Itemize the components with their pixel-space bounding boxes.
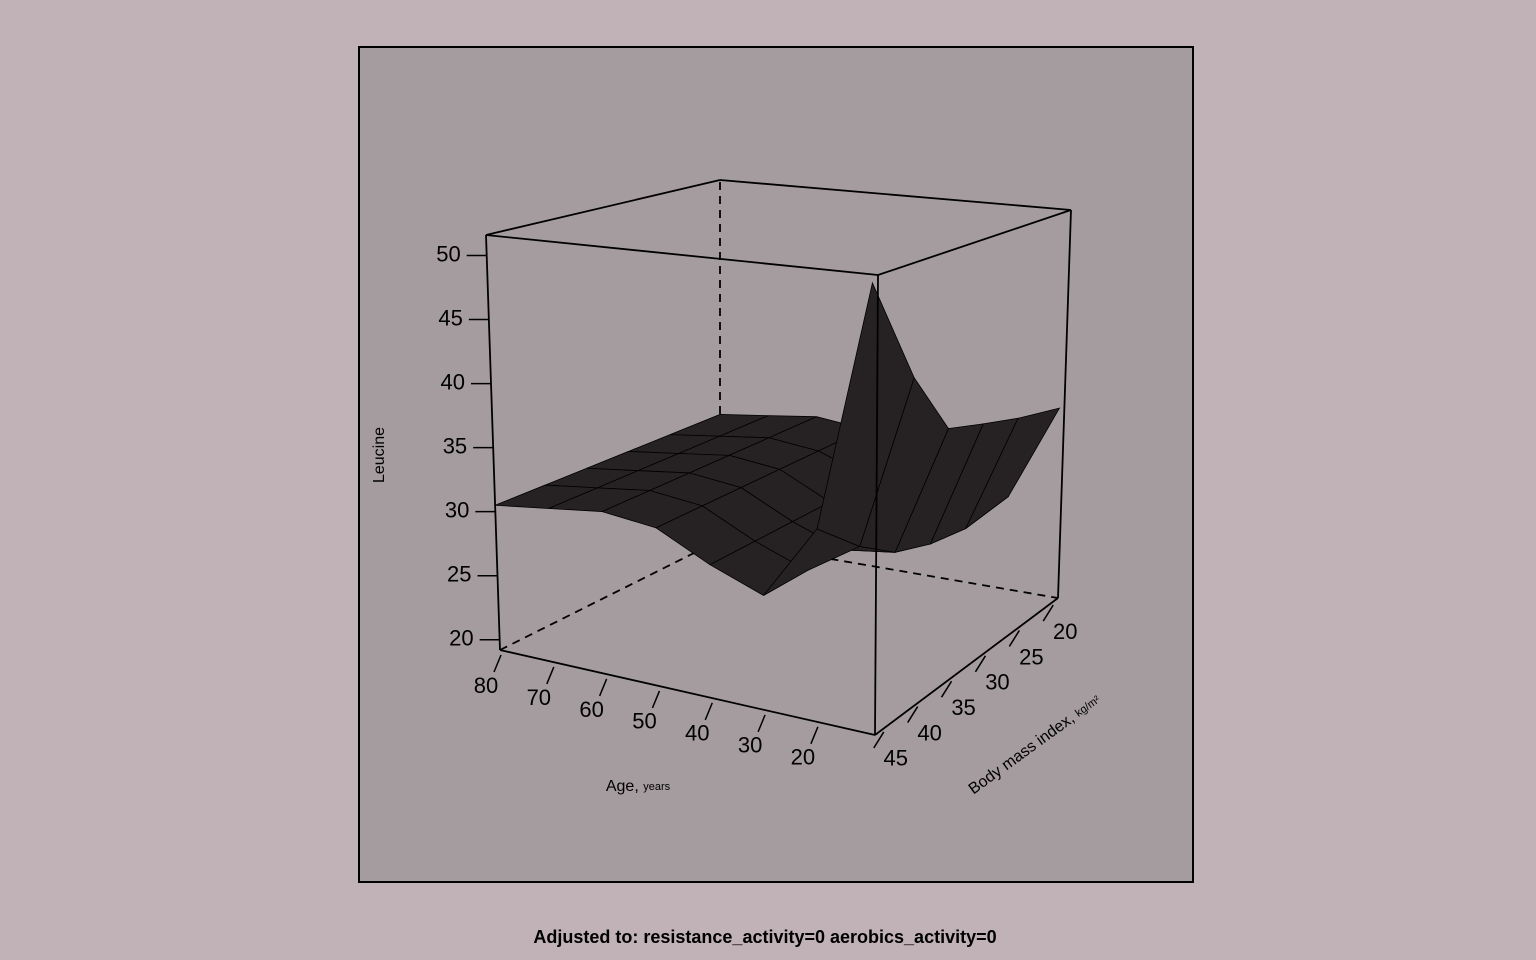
x-tick [651, 690, 661, 709]
box-edge [485, 234, 501, 651]
y-tick-label: 25 [1019, 644, 1043, 669]
y-tick [873, 731, 885, 749]
y-tick-label: 45 [884, 746, 908, 771]
x-tick-label: 80 [474, 673, 498, 698]
z-tick-label: 20 [449, 626, 473, 651]
x-tick [810, 726, 819, 745]
x-tick-label: 50 [632, 709, 656, 734]
x-tick-label: 40 [685, 721, 709, 746]
box-edge [877, 209, 1072, 276]
z-tick-label: 35 [443, 433, 467, 458]
box-edge [874, 597, 1059, 736]
y-tick [907, 706, 919, 723]
x-tick [598, 678, 608, 697]
y-tick [974, 655, 987, 673]
z-tick-label: 45 [438, 305, 462, 330]
x-tick-label: 70 [527, 685, 551, 710]
x-tick [704, 702, 713, 721]
x-tick-label: 30 [738, 733, 762, 758]
x-axis-title-unit: years [643, 781, 670, 793]
y-tick [940, 680, 953, 698]
y-tick-label: 30 [985, 670, 1009, 695]
z-tick-label: 40 [441, 369, 465, 394]
z-tick-label: 50 [436, 241, 460, 266]
z-axis-title: Leucine [371, 427, 388, 483]
y-tick [1042, 604, 1054, 622]
box-edge [485, 234, 879, 276]
box-edge [874, 274, 879, 736]
y-tick-label: 20 [1053, 619, 1077, 644]
caption: Adjusted to: resistance_activity=0 aerob… [533, 927, 996, 947]
z-tick-label: 25 [447, 562, 471, 587]
box-edge [499, 649, 876, 736]
x-tick-label: 60 [579, 697, 603, 722]
x-tick [493, 654, 502, 673]
x-axis-title: Age, years [606, 778, 671, 795]
box-edge [485, 179, 721, 236]
y-tick-label: 35 [951, 695, 975, 720]
box-edge [719, 179, 1072, 211]
y-tick-label: 40 [917, 720, 941, 745]
x-axis-title-main: Age, [606, 778, 639, 795]
z-tick-label: 30 [445, 497, 469, 522]
x-tick [546, 666, 555, 685]
y-tick [1008, 630, 1020, 647]
x-tick [757, 714, 766, 733]
x-tick-label: 20 [791, 745, 815, 770]
box-edge [1057, 209, 1072, 599]
surface-patch [816, 281, 915, 547]
